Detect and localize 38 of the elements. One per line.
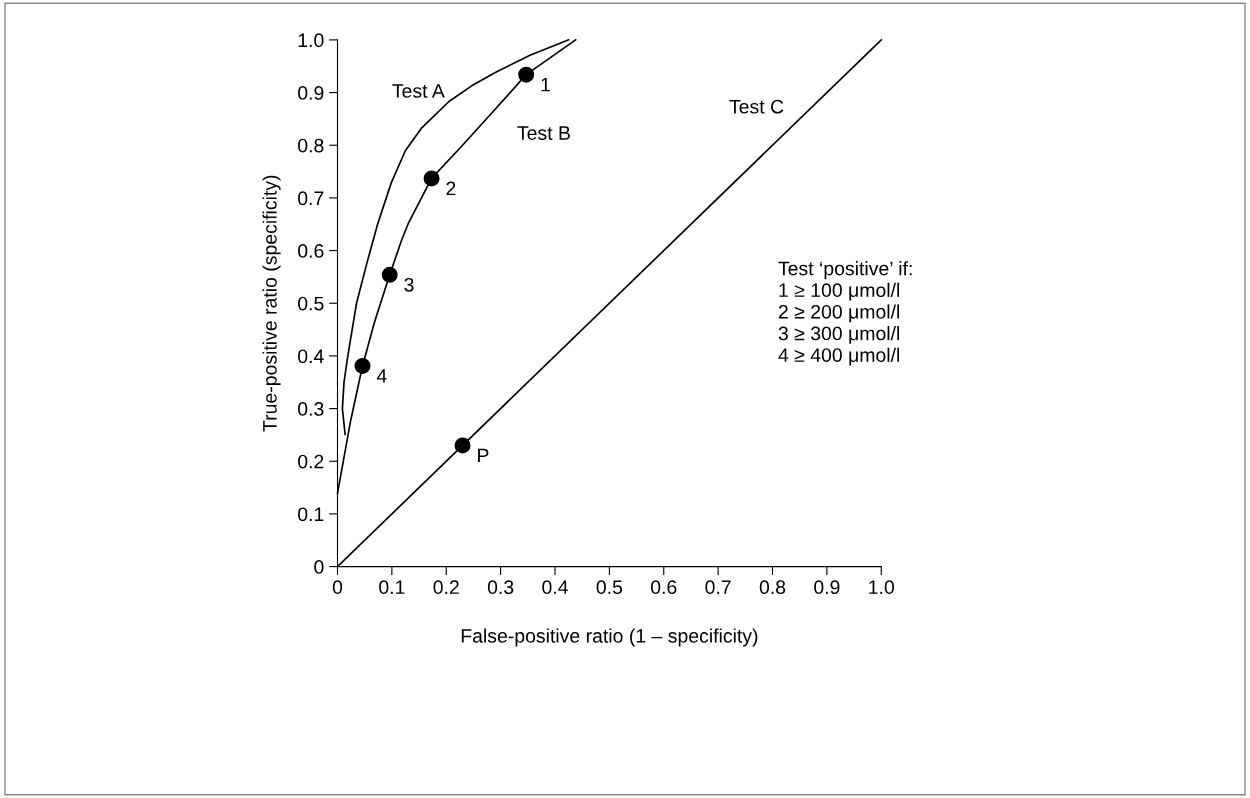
annotation: 2 [446, 181, 456, 196]
y-tick-label: 0.3 [298, 402, 324, 416]
x-axis-title: False-positive ratio (1 – specificity) [461, 628, 758, 647]
x-tick-label: 0.2 [433, 580, 459, 595]
y-tick-label: 0.6 [298, 244, 324, 258]
y-tick-label: 0.2 [298, 454, 324, 469]
y-tick-label: 0.7 [298, 191, 324, 206]
y-tick-label: 0 [314, 560, 324, 574]
annotation: P [478, 448, 489, 463]
y-tick-label: 1.0 [298, 33, 324, 48]
point [354, 357, 371, 374]
x-tick-label: 0 [332, 580, 343, 595]
x-tick-label: 0.4 [542, 580, 568, 595]
y-tick-label: 0.1 [298, 507, 324, 522]
x-tick-label: 0.1 [379, 580, 405, 595]
series-label: Test A [392, 84, 445, 98]
point [423, 170, 440, 187]
annotation: 4 [376, 369, 387, 383]
y-tick-label: 0.4 [298, 349, 324, 364]
y-tick-label: 0.5 [298, 296, 324, 311]
series-label: Test C [729, 99, 784, 114]
annotation: 3 [404, 277, 414, 292]
y-tick-label: 0.9 [298, 86, 324, 100]
annotation: 1 [541, 77, 550, 92]
x-tick-label: 0.5 [596, 580, 623, 595]
x-tick-label: 1.0 [869, 580, 895, 595]
annotation: Test ‘positive’ if: 1 ≥ 100 μmol/l 2 ≥ 200 μmol/l 3 ≥ 300 μmol/l 4 ≥ 400 μmol/l [778, 261, 912, 366]
x-tick-label: 0.9 [814, 580, 840, 595]
x-tick-label: 0.6 [651, 580, 677, 595]
point [518, 66, 535, 83]
point [381, 266, 398, 283]
y-axis-title: True-positive ratio (specificity) [262, 175, 281, 432]
point [454, 437, 471, 454]
x-tick-label: 0.8 [759, 580, 786, 595]
series-label: Test B [517, 126, 570, 140]
x-tick-label: 0.3 [487, 580, 514, 595]
x-tick-label: 0.7 [705, 580, 731, 595]
y-tick-label: 0.8 [298, 138, 324, 153]
